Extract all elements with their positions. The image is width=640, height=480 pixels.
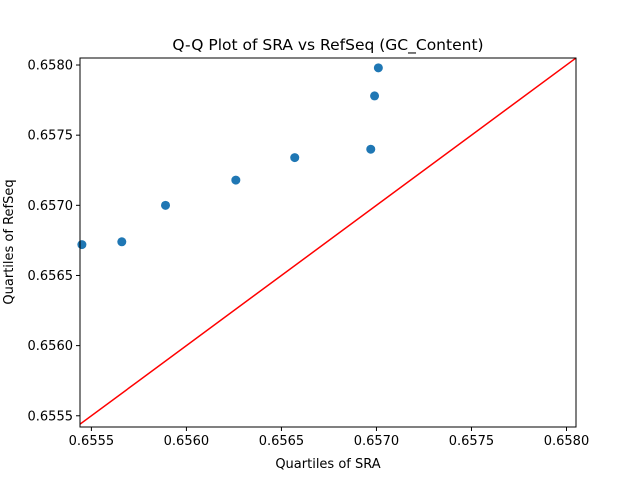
y-tick-label-3: 0.6565: [28, 269, 74, 284]
plot-frame: [79, 57, 577, 428]
plot-area: [77, 58, 576, 425]
data-point-8: [373, 63, 383, 73]
x-tick-label-3: 0.6565: [259, 434, 305, 449]
x-tick-label-2: 0.6560: [164, 434, 210, 449]
y-tick-label-4: 0.6570: [28, 199, 74, 214]
x-tick-label-4: 0.6570: [354, 434, 400, 449]
data-point-4: [231, 175, 241, 185]
x-axis-title: Quartiles of SRA: [275, 457, 380, 472]
reference-line: [80, 58, 576, 425]
y-tick-label-1: 0.6555: [28, 409, 74, 424]
x-tick-label-5: 0.6575: [449, 434, 495, 449]
data-point-6: [366, 144, 376, 154]
x-tick-label-1: 0.6555: [69, 434, 115, 449]
data-point-7: [370, 91, 380, 101]
data-point-1: [77, 240, 87, 250]
data-point-3: [161, 200, 171, 210]
y-tick-label-5: 0.6575: [28, 129, 74, 144]
y-tick-label-2: 0.6560: [28, 339, 74, 354]
plot-clip-group: [80, 58, 576, 425]
chart-title: Q-Q Plot of SRA vs RefSeq (GC_Content): [172, 36, 483, 55]
x-tick-label-6: 0.6580: [544, 434, 590, 449]
y-tick-label-6: 0.6580: [28, 59, 74, 74]
y-axis-title: Quartiles of RefSeq: [2, 179, 17, 304]
data-point-2: [117, 237, 127, 247]
data-point-5: [290, 153, 300, 163]
axes: 0.6555 0.6560 0.6565 0.6570 0.6575 0.6580 0.65…: [28, 59, 590, 449]
